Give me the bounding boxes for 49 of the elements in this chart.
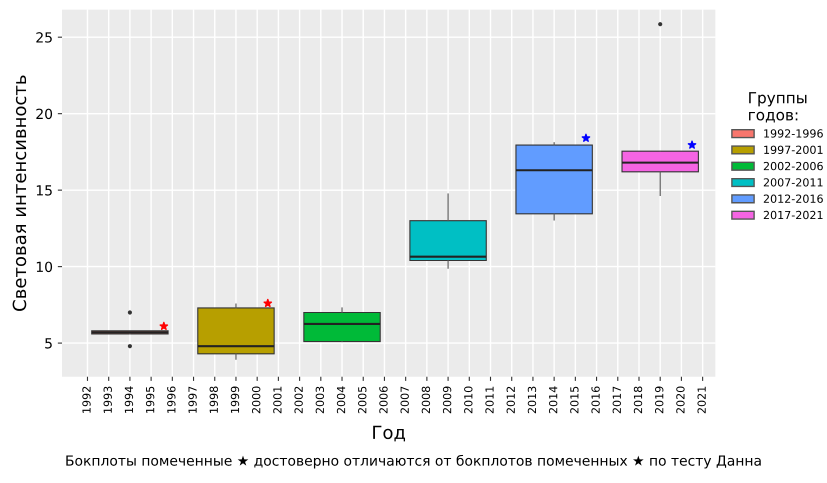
x-tick-label: 2000: [252, 386, 260, 414]
legend-title: Группы годов:: [749, 92, 806, 122]
x-tick-label: 2002: [294, 386, 303, 414]
x-tick-label: 1997: [188, 386, 197, 413]
y-axis-title: Световая интенсивность: [12, 76, 26, 311]
y-tick-label: 20: [36, 108, 52, 120]
legend-label: 1997-2001: [764, 146, 823, 154]
x-tick-label: 1999: [230, 386, 240, 413]
legend-label: 2007-2011: [764, 178, 823, 187]
x-tick-label: 2021: [697, 386, 706, 414]
x-tick-label: 1993: [104, 386, 112, 413]
x-tick-label: 1996: [167, 386, 176, 413]
y-tick-label: 15: [36, 185, 52, 196]
x-axis-title: Год: [373, 426, 406, 442]
x-tick-label: 1998: [210, 386, 218, 413]
x-tick-label: 1995: [146, 386, 154, 413]
point: [688, 140, 696, 149]
x-tick-label: 2020: [676, 386, 685, 414]
x-tick-label: 1992: [82, 386, 91, 413]
legend-label: 2012-2016: [764, 194, 823, 203]
y-tick-label: 5: [45, 338, 52, 349]
x-tick-label: 2009: [442, 386, 452, 414]
x-tick-label: 2005: [358, 386, 366, 414]
x-tick-label: 2001: [273, 386, 282, 414]
x-tick-label: 2006: [379, 386, 388, 414]
x-tick-label: 2018: [634, 386, 642, 414]
legend-label: 2017-2021: [764, 210, 823, 220]
x-tick-label: 2016: [591, 386, 600, 414]
x-tick-label: 2013: [528, 386, 536, 414]
x-tick-label: 2010: [464, 386, 473, 414]
x-tick-label: 2019: [655, 386, 664, 414]
legend-label: 2002-2006: [764, 162, 823, 170]
x-tick-label: 2007: [400, 386, 409, 414]
x-tick-label: 2014: [548, 386, 558, 414]
x-tick-label: 2008: [422, 386, 430, 414]
text: Бокплоты помеченные ★ достоверно отличаются от бокплотов помеченных ★ по тесту Данна: [66, 454, 761, 469]
x-tick-label: 2015: [570, 386, 579, 414]
point: [160, 322, 168, 330]
point: [582, 134, 590, 142]
x-tick-label: 1994: [124, 386, 134, 413]
y-tick-label: 25: [36, 32, 52, 43]
legend-label: 1992-1996: [764, 129, 823, 138]
x-tick-label: 2004: [336, 386, 346, 414]
point: [263, 298, 272, 308]
x-tick-label: 2003: [316, 386, 324, 414]
x-tick-label: 2012: [506, 386, 515, 414]
x-tick-label: 2011: [485, 386, 494, 414]
x-tick-label: 2017: [612, 386, 622, 414]
y-tick-label: 10: [36, 262, 52, 272]
